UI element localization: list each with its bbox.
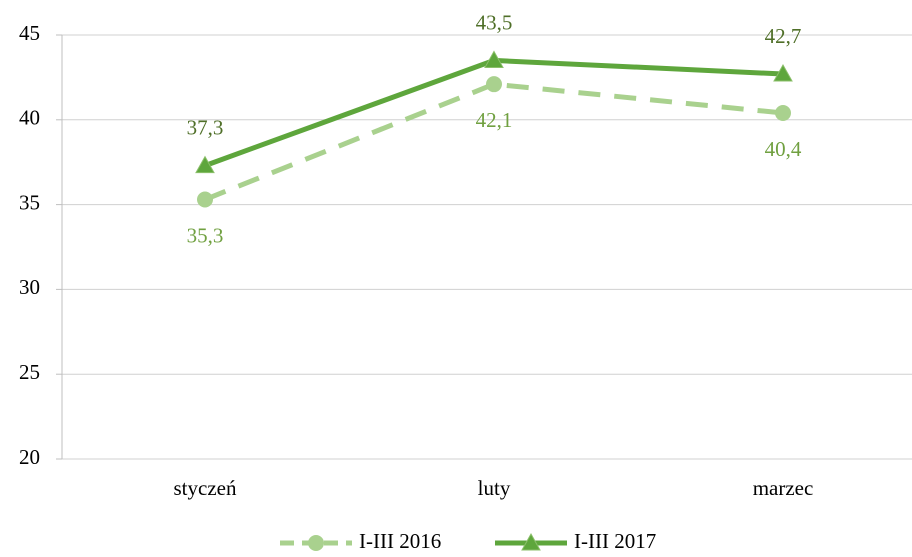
legend-label: I-III 2017	[574, 529, 656, 552]
value-label: 35,3	[187, 223, 224, 247]
y-tick-label: 30	[19, 275, 40, 299]
x-tick-label: luty	[478, 476, 511, 500]
y-tick-label: 40	[19, 106, 40, 130]
y-tick-label: 35	[19, 190, 40, 214]
series-marker	[197, 191, 213, 208]
series-marker	[775, 105, 791, 122]
value-label: 40,4	[765, 137, 802, 161]
x-tick-label: styczeń	[174, 476, 237, 500]
series-marker	[773, 63, 793, 82]
legend-marker	[308, 535, 324, 551]
legend-marker	[521, 532, 541, 551]
x-tick-label: marzec	[753, 476, 814, 500]
value-label: 37,3	[187, 115, 224, 139]
y-tick-label: 20	[19, 445, 40, 469]
series-marker	[486, 76, 502, 93]
legend-label: I-III 2016	[359, 529, 441, 552]
series-marker	[484, 50, 504, 68]
series-line	[204, 81, 784, 202]
y-tick-label: 25	[19, 360, 40, 384]
value-label: 42,7	[765, 24, 802, 48]
value-label: 42,1	[476, 108, 513, 132]
y-tick-label: 45	[19, 21, 40, 45]
series-marker	[195, 155, 215, 174]
value-label: 43,5	[476, 10, 513, 34]
